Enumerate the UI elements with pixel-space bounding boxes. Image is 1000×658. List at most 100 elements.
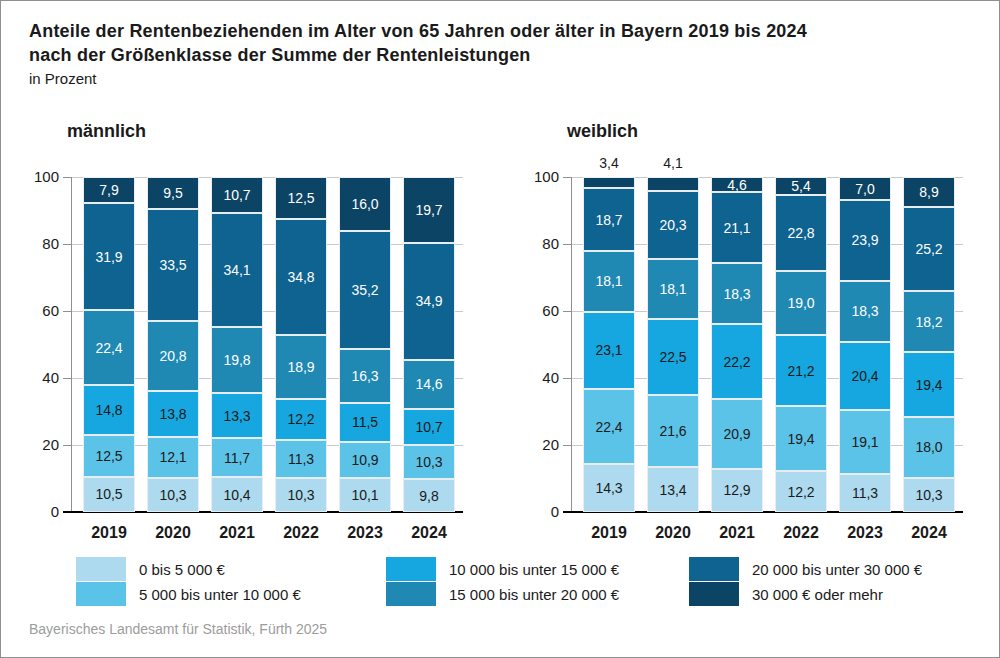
segment: 16,3 xyxy=(339,349,391,404)
segment: 18,3 xyxy=(711,263,763,324)
segment: 10,7 xyxy=(211,177,263,213)
x-axis-label-2024: 2024 xyxy=(397,524,461,542)
x-axis-label-2023: 2023 xyxy=(833,524,897,542)
segment-value: 10,3 xyxy=(159,488,186,502)
segment-value: 34,9 xyxy=(415,294,442,308)
segment: 34,1 xyxy=(211,213,263,327)
y-tick-label-80: 80 xyxy=(519,235,559,253)
segment: 14,3 xyxy=(583,464,635,512)
legend-label: 20 000 bis unter 30 000 € xyxy=(752,561,922,578)
segment: 18,3 xyxy=(839,281,891,342)
segment: 12,1 xyxy=(147,437,199,478)
segment-value: 12,5 xyxy=(95,449,122,463)
y-axis-line xyxy=(71,177,72,512)
segment: 14,8 xyxy=(83,385,135,435)
segment-value: 7,9 xyxy=(99,183,118,197)
legend-label: 5 000 bis unter 10 000 € xyxy=(139,586,301,603)
segment: 18,7 xyxy=(583,188,635,251)
segment-value: 18,2 xyxy=(915,315,942,329)
segment-value: 35,2 xyxy=(351,283,378,297)
segment: 9,5 xyxy=(147,177,199,209)
segment-value: 10,3 xyxy=(915,488,942,502)
segment: 20,8 xyxy=(147,321,199,391)
y-tick-label-0: 0 xyxy=(19,503,59,521)
bar-weiblich-2024: 10,318,019,418,225,28,9 xyxy=(903,177,955,512)
segment: 12,5 xyxy=(83,435,135,477)
chart-weiblich: weiblich 02040608010014,322,423,118,118,… xyxy=(501,1,1000,561)
y-tick-100 xyxy=(63,177,71,178)
segment: 18,2 xyxy=(903,291,955,352)
x-axis-label-2020: 2020 xyxy=(641,524,705,542)
segment-value: 14,6 xyxy=(415,377,442,391)
segment-value: 13,3 xyxy=(223,409,250,423)
segment-value: 18,9 xyxy=(287,360,314,374)
plot-area-weiblich: 02040608010014,322,423,118,118,73,420191… xyxy=(571,177,963,512)
segment-value: 16,0 xyxy=(351,197,378,211)
chart-title-maennlich: männlich xyxy=(67,121,146,142)
segment-value: 12,2 xyxy=(287,412,314,426)
legend-swatch xyxy=(386,557,436,581)
bar-weiblich-2020: 13,421,622,518,120,34,1 xyxy=(647,177,699,512)
segment-value: 22,8 xyxy=(787,226,814,240)
y-tick-label-0: 0 xyxy=(519,503,559,521)
bar-weiblich-2022: 12,219,421,219,022,85,4 xyxy=(775,177,827,512)
segment: 10,9 xyxy=(339,442,391,479)
y-tick-40 xyxy=(563,378,571,379)
segment: 19,4 xyxy=(903,352,955,417)
source-note: Bayerisches Landesamt für Statistik, Für… xyxy=(29,621,327,637)
segment-value: 10,4 xyxy=(223,488,250,502)
segment: 19,0 xyxy=(775,271,827,335)
segment: 7,9 xyxy=(83,177,135,203)
segment: 23,9 xyxy=(839,200,891,280)
x-axis-label-2019: 2019 xyxy=(77,524,141,542)
y-tick-100 xyxy=(563,177,571,178)
y-tick-label-40: 40 xyxy=(19,369,59,387)
x-axis-label-2021: 2021 xyxy=(705,524,769,542)
segment: 19,7 xyxy=(403,177,455,243)
chart-page: Anteile der Rentenbeziehenden im Alter v… xyxy=(0,0,1000,658)
y-tick-label-20: 20 xyxy=(519,436,559,454)
segment: 31,9 xyxy=(83,203,135,310)
segment-value: 9,8 xyxy=(419,489,438,503)
legend-item: 30 000 € oder mehr xyxy=(689,582,883,606)
legend-item: 0 bis 5 000 € xyxy=(76,557,225,581)
legend-swatch xyxy=(386,582,436,606)
segment: 13,3 xyxy=(211,393,263,438)
segment: 8,9 xyxy=(903,177,955,207)
segment-value: 22,4 xyxy=(595,420,622,434)
segment: 20,3 xyxy=(647,191,699,259)
bar-männlich-2020: 10,312,113,820,833,59,5 xyxy=(147,177,199,512)
segment: 19,4 xyxy=(775,406,827,471)
segment: 21,6 xyxy=(647,395,699,467)
legend-item: 10 000 bis unter 15 000 € xyxy=(386,557,619,581)
segment-value: 10,7 xyxy=(223,188,250,202)
y-tick-label-60: 60 xyxy=(519,302,559,320)
segment: 10,7 xyxy=(403,409,455,445)
segment-value-outside: 4,1 xyxy=(647,155,699,171)
x-axis-label-2021: 2021 xyxy=(205,524,269,542)
x-axis-label-2023: 2023 xyxy=(333,524,397,542)
segment-value: 18,7 xyxy=(595,213,622,227)
segment-value: 10,1 xyxy=(351,488,378,502)
segment-value: 12,2 xyxy=(787,485,814,499)
x-axis-label-2022: 2022 xyxy=(769,524,833,542)
x-axis-label-2019: 2019 xyxy=(577,524,641,542)
legend-swatch xyxy=(76,582,126,606)
segment-value: 11,5 xyxy=(352,415,378,429)
segment: 10,3 xyxy=(403,445,455,480)
segment-value: 7,0 xyxy=(855,182,874,196)
segment-value: 13,4 xyxy=(659,483,686,497)
segment: 13,4 xyxy=(647,467,699,512)
segment: 18,0 xyxy=(903,417,955,477)
segment: 13,8 xyxy=(147,391,199,437)
segment: 22,2 xyxy=(711,324,763,398)
y-tick-label-100: 100 xyxy=(19,168,59,186)
segment: 23,1 xyxy=(583,312,635,389)
plot-area-maennlich: 02040608010010,512,514,822,431,97,920191… xyxy=(71,177,463,512)
segment: 22,5 xyxy=(647,319,699,394)
legend-swatch xyxy=(76,557,126,581)
segment: 12,2 xyxy=(775,471,827,512)
segment-value: 14,3 xyxy=(595,481,622,495)
segment: 18,1 xyxy=(647,259,699,320)
segment: 12,2 xyxy=(275,399,327,440)
